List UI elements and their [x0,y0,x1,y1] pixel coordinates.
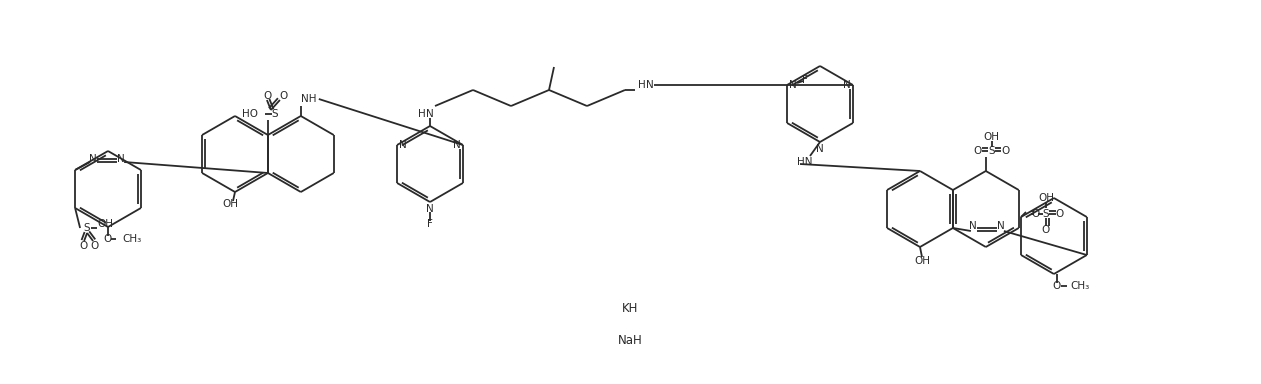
Text: HN: HN [797,157,813,167]
Text: O: O [973,146,982,156]
Text: CH₃: CH₃ [122,234,141,244]
Text: H: H [419,109,426,119]
Text: N: N [400,140,407,150]
Text: O: O [1055,209,1064,219]
Text: S: S [271,109,279,119]
Text: OH: OH [1038,193,1054,203]
Text: O: O [103,234,112,244]
Text: OH: OH [97,219,113,229]
Text: N: N [816,144,823,154]
Text: N: N [90,154,97,164]
Text: N: N [426,204,434,214]
Text: NaH: NaH [618,333,642,346]
Text: S: S [989,146,995,156]
Text: OH: OH [222,199,238,209]
Text: OH: OH [984,132,1000,142]
Text: OH: OH [914,256,931,266]
Text: N: N [997,221,1005,231]
Text: F: F [427,219,433,229]
Text: H: H [638,80,646,90]
Text: N: N [426,109,434,119]
Text: N: N [968,221,977,231]
Text: O: O [264,91,272,101]
Text: O: O [1042,225,1050,235]
Text: O: O [90,241,98,251]
Text: F: F [802,75,808,85]
Text: N: N [646,80,654,90]
Text: O: O [1031,209,1039,219]
Text: O: O [1001,146,1010,156]
Text: KH: KH [622,303,638,316]
Text: CH₃: CH₃ [1069,281,1090,291]
Text: O: O [79,241,87,251]
Text: NH: NH [301,94,317,104]
Text: S: S [83,223,91,233]
Text: HO: HO [242,109,259,119]
Text: N: N [117,154,125,164]
Text: N: N [453,140,460,150]
Text: N: N [844,80,851,90]
Text: S: S [1043,209,1049,219]
Text: N: N [789,80,797,90]
Text: O: O [280,91,288,101]
Text: O: O [1053,281,1061,291]
